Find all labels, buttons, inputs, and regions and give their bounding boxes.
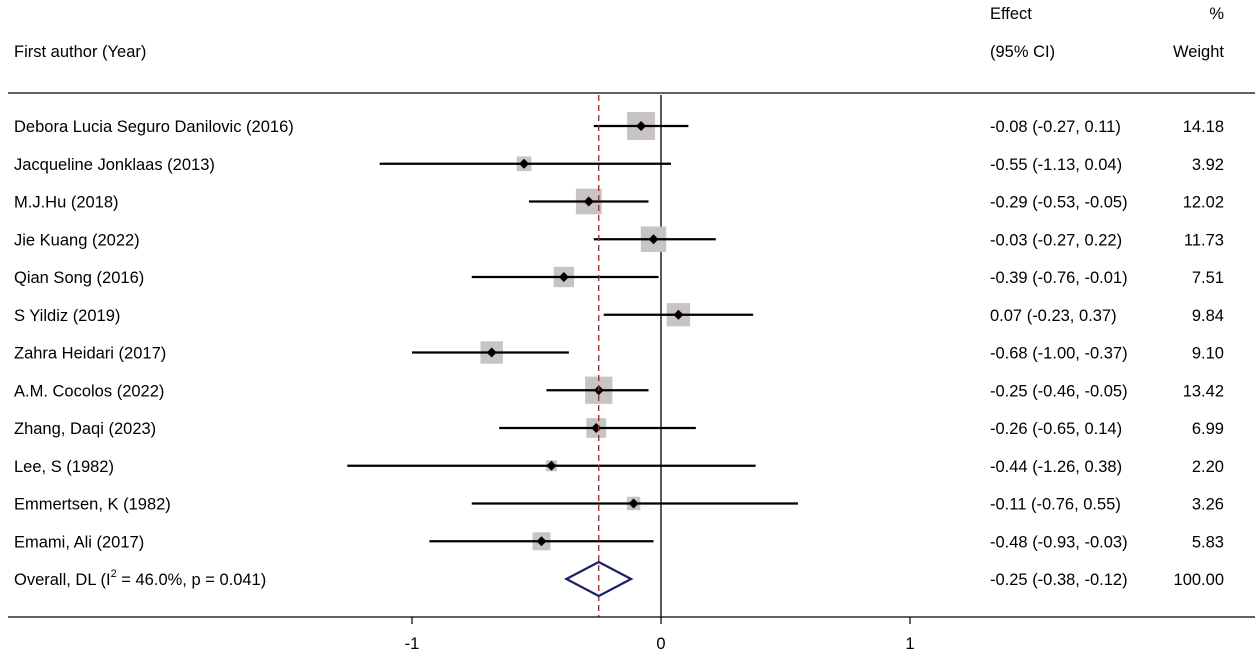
effect-ci-value: -0.29 (-0.53, -0.05)	[990, 194, 1128, 212]
weight-value: 5.83	[1192, 533, 1224, 551]
weight-value: 11.73	[1184, 231, 1224, 249]
x-axis: -1 0 1	[8, 616, 1255, 653]
point-estimate	[558, 272, 569, 282]
study-rows: Debora Lucia Seguro Danilovic (2016) -0.0…	[14, 95, 1224, 617]
point-estimate	[486, 347, 497, 358]
study-label: M.J.Hu (2018)	[14, 194, 119, 212]
author-column-header: First author (Year)	[14, 43, 146, 61]
weight-value: 6.99	[1192, 420, 1224, 438]
effect-ci-value: -0.55 (-1.13, 0.04)	[990, 156, 1122, 174]
study-label: Emami, Ali (2017)	[14, 533, 144, 551]
effect-ci-value: -0.48 (-0.93, -0.03)	[990, 533, 1128, 551]
percent-column-header: %	[1209, 5, 1224, 23]
study-label: Jacqueline Jonklaas (2013)	[14, 156, 215, 174]
x-tick-label: 0	[656, 635, 665, 653]
point-estimate	[519, 158, 530, 169]
point-estimate	[583, 196, 594, 207]
study-label: Jie Kuang (2022)	[14, 231, 140, 249]
study-label: Qian Song (2016)	[14, 269, 144, 287]
point-estimate	[648, 234, 659, 245]
point-estimate	[536, 536, 547, 547]
header: First author (Year) Effect (95% CI) % We…	[14, 5, 1224, 61]
point-estimate	[673, 309, 684, 320]
weight-value: 12.02	[1183, 194, 1224, 212]
effect-ci-value: -0.11 (-0.76, 0.55)	[990, 496, 1121, 514]
weight-value: 7.51	[1192, 269, 1224, 287]
ci-column-header: (95% CI)	[990, 43, 1055, 61]
point-estimate	[628, 498, 639, 509]
weight-column-header: Weight	[1173, 43, 1224, 61]
weight-value: 14.18	[1183, 118, 1224, 136]
point-estimate	[546, 460, 557, 471]
overall-row: Overall, DL (I2 = 46.0%, p = 0.041) -0.25…	[14, 560, 1224, 598]
weight-value: 9.84	[1192, 307, 1224, 325]
x-tick-label: -1	[405, 635, 420, 653]
overall-weight-value: 100.00	[1174, 571, 1224, 589]
study-label: A.M. Cocolos (2022)	[14, 382, 164, 400]
effect-ci-value: -0.08 (-0.27, 0.11)	[990, 118, 1121, 136]
point-estimate	[636, 121, 647, 131]
effect-ci-value: -0.68 (-1.00, -0.37)	[990, 345, 1128, 363]
effect-ci-value: -0.03 (-0.27, 0.22)	[990, 231, 1122, 249]
study-label: Debora Lucia Seguro Danilovic (2016)	[14, 118, 294, 136]
study-label: Emmertsen, K (1982)	[14, 496, 171, 514]
effect-ci-value: -0.25 (-0.46, -0.05)	[990, 382, 1128, 400]
study-label: Zhang, Daqi (2023)	[14, 420, 156, 438]
weight-value: 3.26	[1192, 496, 1224, 514]
overall-label: Overall, DL (I2 = 46.0%, p = 0.041)	[14, 568, 266, 589]
study-label: S Yildiz (2019)	[14, 307, 120, 325]
overall-diamond	[564, 560, 634, 598]
overall-effect-ci-value: -0.25 (-0.38, -0.12)	[990, 571, 1128, 589]
study-label: Zahra Heidari (2017)	[14, 345, 166, 363]
x-tick-label: 1	[905, 635, 914, 653]
weight-value: 13.42	[1183, 382, 1224, 400]
weight-value: 2.20	[1192, 458, 1224, 476]
weight-value: 3.92	[1192, 156, 1224, 174]
effect-column-header: Effect	[990, 5, 1032, 23]
effect-ci-value: -0.26 (-0.65, 0.14)	[990, 420, 1122, 438]
weight-value: 9.10	[1192, 345, 1224, 363]
effect-ci-value: -0.39 (-0.76, -0.01)	[990, 269, 1128, 287]
effect-ci-value: 0.07 (-0.23, 0.37)	[990, 307, 1117, 325]
effect-ci-value: -0.44 (-1.26, 0.38)	[990, 458, 1122, 476]
study-label: Lee, S (1982)	[14, 458, 114, 476]
